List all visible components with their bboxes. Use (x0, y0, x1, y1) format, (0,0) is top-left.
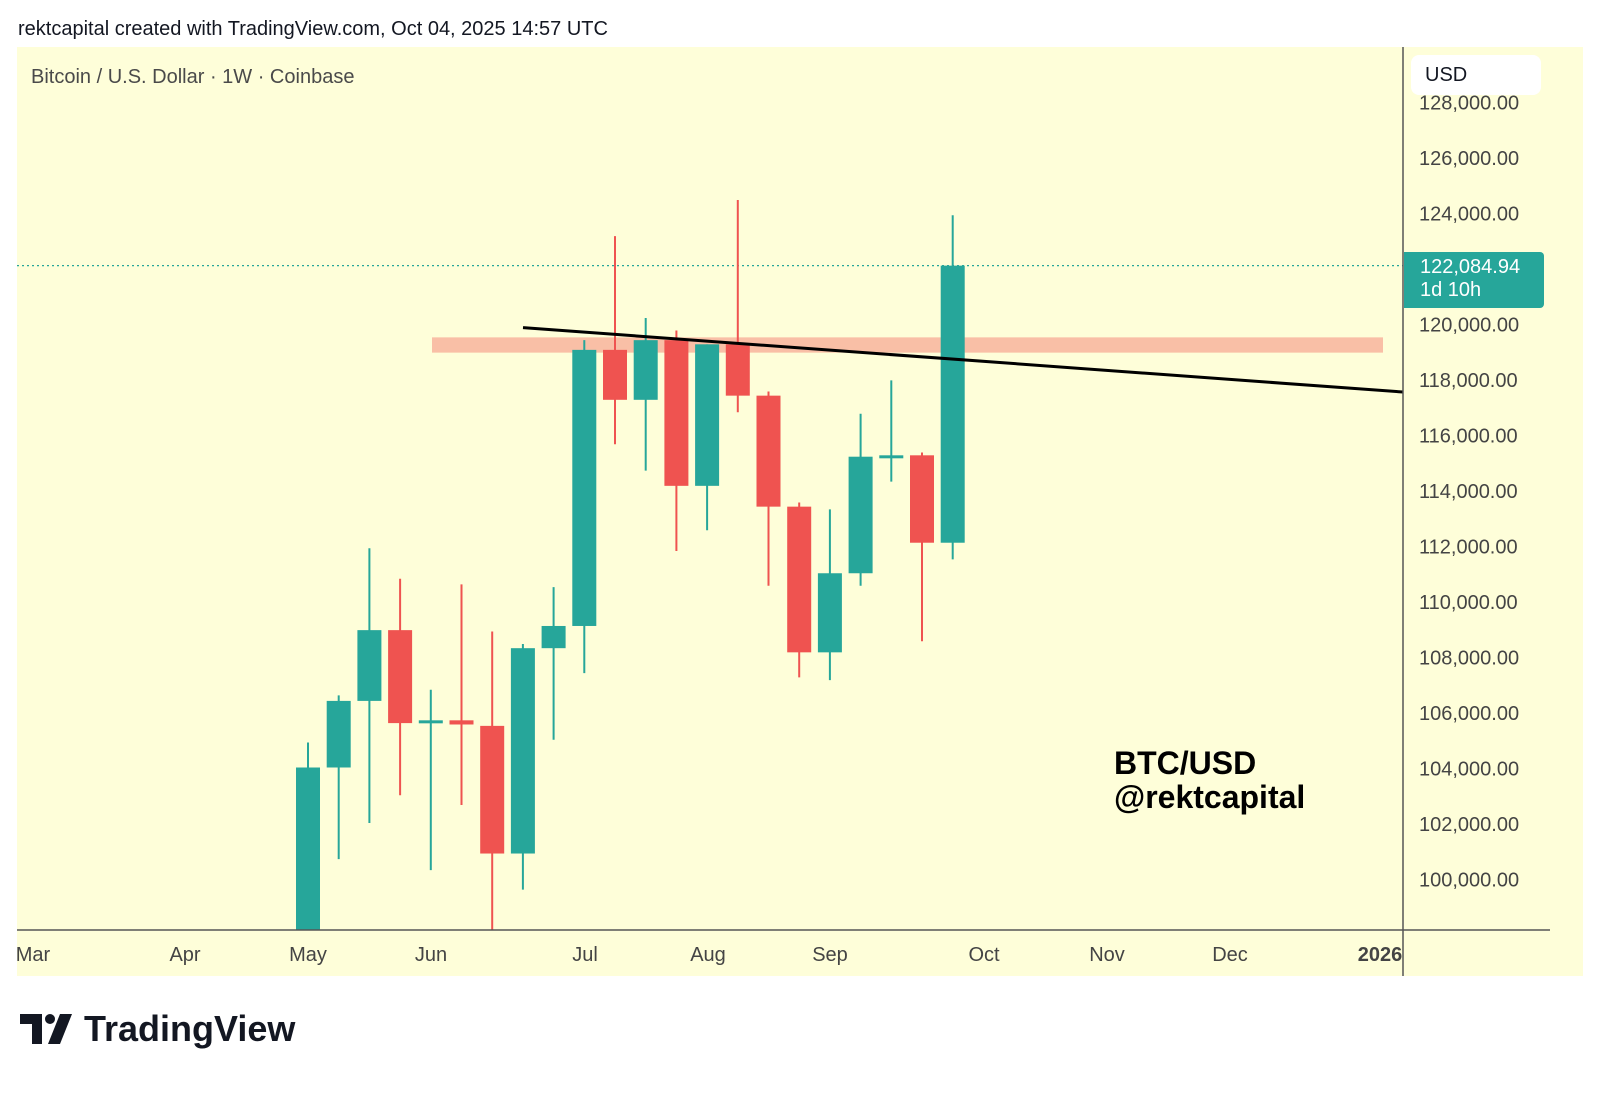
tradingview-logo-icon (20, 1014, 72, 1044)
axis-corner (1404, 932, 1550, 976)
plot-area: BTC/USD@rektcapital (17, 200, 1403, 930)
candle-body (695, 344, 720, 486)
currency-button[interactable]: USD (1411, 55, 1541, 95)
annotation-text: @rektcapital (1114, 779, 1305, 815)
price-tick-label: 114,000.00 (1419, 481, 1518, 503)
candle-body (541, 625, 566, 649)
time-tick-label: Aug (690, 944, 726, 966)
candle-body (725, 344, 750, 396)
price-tick-label: 102,000.00 (1419, 814, 1519, 836)
price-tick-label: 120,000.00 (1419, 315, 1519, 337)
chart-title: Bitcoin / U.S. Dollar · 1W · Coinbase (31, 66, 355, 88)
candle-body (357, 630, 382, 701)
price-tick-label: 100,000.00 (1419, 870, 1519, 892)
candle-body (817, 573, 842, 653)
time-tick-label: Dec (1212, 944, 1248, 966)
time-tick-label: Jul (572, 944, 598, 966)
candle-body (603, 349, 627, 400)
price-tick-label: 106,000.00 (1419, 703, 1519, 725)
candle-body (633, 340, 658, 400)
time-tick-label: Nov (1089, 944, 1125, 966)
price-tick-label: 104,000.00 (1419, 759, 1519, 781)
price-tick-label: 118,000.00 (1419, 370, 1518, 392)
candle-body (480, 725, 505, 854)
candle-body (879, 455, 904, 459)
candle-body (910, 455, 934, 543)
candle-body (449, 720, 474, 725)
time-tick-label: Jun (415, 944, 447, 966)
price-tick-label: 128,000.00 (1419, 93, 1519, 115)
candle-body (848, 456, 873, 574)
candle-body (940, 265, 965, 543)
last-price: 122,084.94 (1420, 256, 1521, 278)
time-tick-label: Apr (169, 944, 200, 966)
candle-body (572, 349, 597, 626)
price-tick-label: 124,000.00 (1419, 204, 1519, 226)
price-tick-label: 112,000.00 (1419, 537, 1518, 559)
trendline (522, 326, 1403, 394)
time-tick-label: Mar (16, 944, 51, 966)
price-tick-label: 126,000.00 (1419, 148, 1519, 170)
bar-countdown: 1d 10h (1420, 279, 1482, 301)
last-price-label: 122,084.94 1d 10h (1404, 252, 1544, 308)
price-tick-label: 108,000.00 (1419, 648, 1519, 670)
annotation-text: BTC/USD (1114, 745, 1256, 781)
candle-body (388, 630, 413, 724)
tradingview-logo[interactable]: TradingView (20, 1008, 295, 1050)
price-tick-label: 116,000.00 (1419, 426, 1518, 448)
candle-body (787, 506, 812, 653)
candle-body (326, 700, 351, 768)
time-tick-label: Sep (812, 944, 848, 966)
brand-name: TradingView (84, 1008, 296, 1049)
candle-body (418, 720, 443, 724)
candle-body (756, 395, 781, 507)
candle-body (296, 767, 320, 930)
price-tick-label: 110,000.00 (1419, 592, 1518, 614)
time-tick-label: Oct (968, 944, 1000, 966)
candle-body (510, 648, 535, 854)
credit-text: rektcapital created with TradingView.com… (18, 18, 608, 40)
time-tick-label: 2026 (1358, 944, 1403, 966)
candle-body (664, 340, 689, 486)
time-tick-label: May (289, 944, 327, 966)
